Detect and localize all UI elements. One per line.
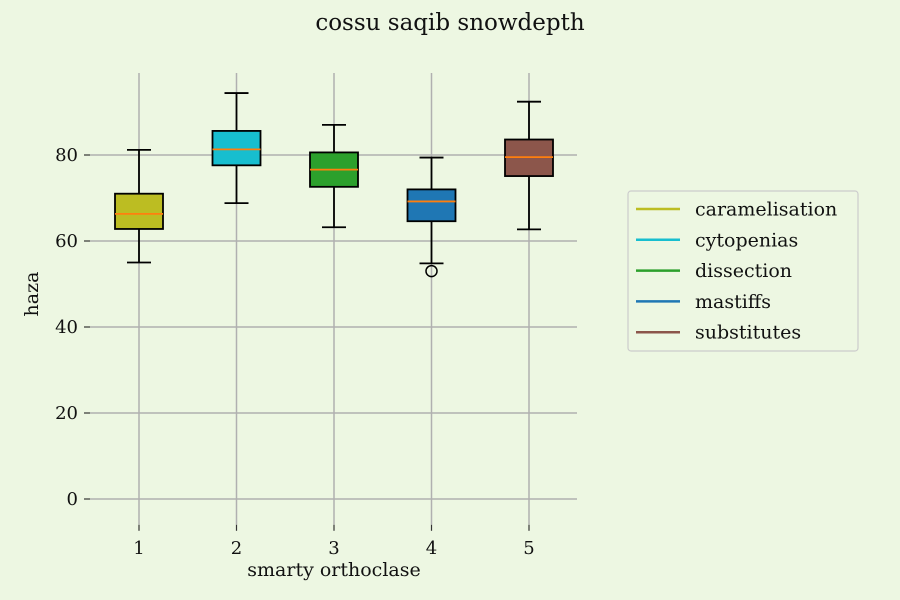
legend-label-substitutes: substitutes (695, 322, 801, 344)
legend-label-cytopenias: cytopenias (695, 229, 798, 251)
legend-label-caramelisation: caramelisation (695, 199, 837, 221)
y-tick-label: 80 (55, 145, 78, 166)
legend-label-dissection: dissection (695, 260, 792, 282)
chart-title: cossu saqib snowdepth (315, 10, 585, 36)
y-tick-label: 60 (55, 231, 78, 252)
outlier-point (425, 264, 438, 278)
box (211, 130, 262, 167)
x-tick-label: 3 (328, 538, 339, 559)
box (114, 192, 164, 230)
y-tick-label: 40 (55, 317, 78, 338)
box-group-mastiffs (406, 156, 457, 278)
box-group-substitutes (504, 100, 554, 231)
x-axis-label: smarty orthoclase (247, 559, 420, 581)
x-tick-label: 4 (426, 538, 437, 559)
y-tick-label: 20 (55, 403, 78, 424)
legend: caramelisation cytopenias dissection mastif… (627, 190, 859, 352)
x-tick-label: 5 (523, 538, 534, 559)
box (406, 188, 457, 223)
x-tick-label: 2 (231, 538, 242, 559)
box-group-dissection (309, 124, 359, 229)
y-tick-label: 0 (67, 489, 78, 510)
box-group-caramelisation (114, 148, 164, 264)
x-axis-ticks: 1 2 3 4 5 (133, 524, 535, 559)
legend-frame (627, 190, 859, 352)
y-axis-ticks: 0 20 40 60 80 (55, 145, 90, 510)
boxes (114, 92, 554, 278)
box-group-cytopenias (211, 92, 262, 205)
y-axis-label: haza (21, 272, 43, 317)
x-tick-label: 1 (133, 538, 144, 559)
legend-label-mastiffs: mastiffs (695, 291, 771, 313)
